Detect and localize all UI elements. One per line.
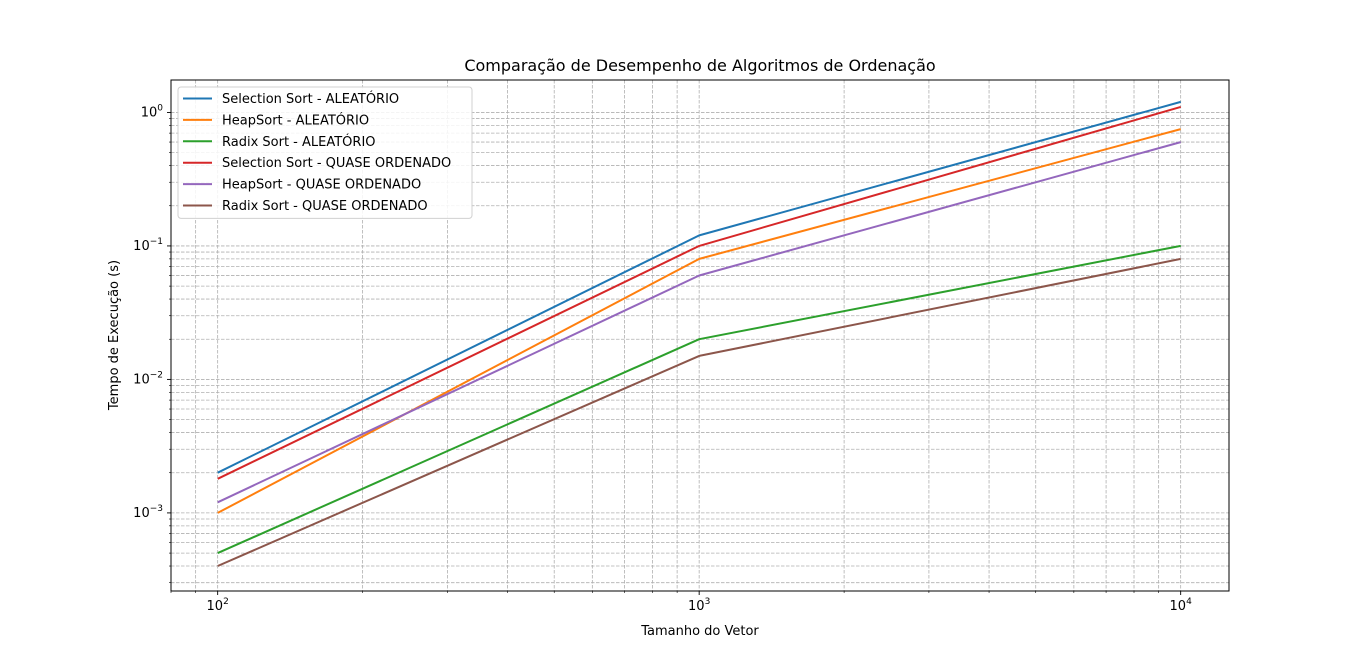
legend-label: Radix Sort - ALEATÓRIO [222, 134, 376, 150]
legend-label: Selection Sort - QUASE ORDENADO [222, 156, 451, 171]
chart-title: Comparação de Desempenho de Algoritmos d… [464, 56, 935, 75]
x-axis-label: Tamanho do Vetor [640, 624, 759, 639]
legend-label: Radix Sort - QUASE ORDENADO [222, 199, 428, 214]
y-axis-label: Tempo de Execução (s) [107, 260, 122, 411]
legend-label: HeapSort - ALEATÓRIO [222, 112, 369, 128]
legend-label: HeapSort - QUASE ORDENADO [222, 178, 421, 193]
legend: Selection Sort - ALEATÓRIO HeapSort - ALE… [178, 87, 472, 218]
legend-label: Selection Sort - ALEATÓRIO [222, 91, 399, 107]
